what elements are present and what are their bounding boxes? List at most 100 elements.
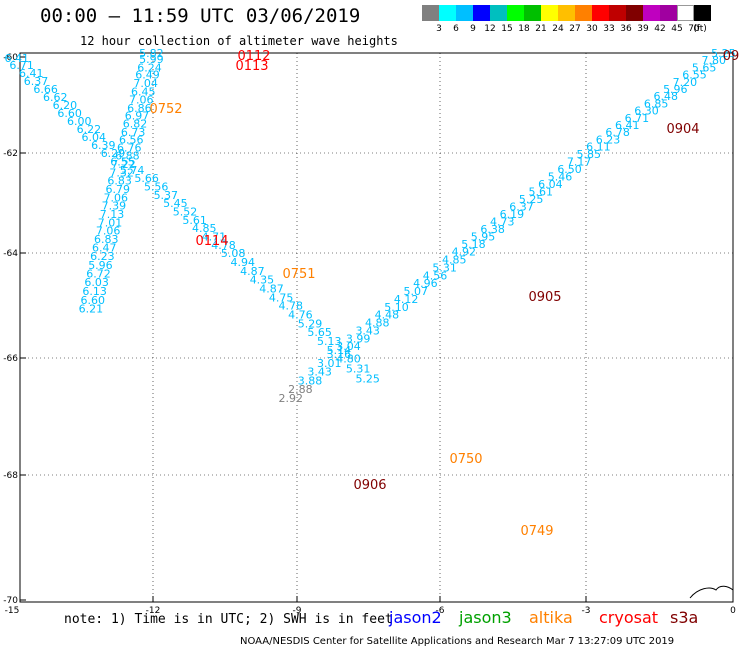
pass-time-label: 0112 <box>237 49 270 64</box>
wave-height-value: 3.04 <box>336 340 361 353</box>
scale-swatch <box>643 5 660 21</box>
wave-height-value: 6.76 <box>117 142 142 155</box>
satellite-altika: altika <box>529 608 573 627</box>
wave-height-value: 6.00 <box>67 115 92 128</box>
wave-height-value: 4.94 <box>230 256 255 269</box>
wave-height-value: 4.88 <box>365 317 390 330</box>
wave-height-value: 5.99 <box>139 53 164 66</box>
wave-height-value: 6.79 <box>105 183 130 196</box>
wave-height-value: 6.39 <box>91 139 116 152</box>
wave-height-value: 6.04 <box>81 131 106 144</box>
wave-height-value: 4.48 <box>375 309 400 322</box>
scale-swatch <box>524 5 541 21</box>
scale-swatch <box>575 5 592 21</box>
wave-height-value: 6.83 <box>107 175 132 188</box>
scale-label: 30 <box>586 24 598 34</box>
wave-height-value: 6.78 <box>605 126 630 139</box>
wave-height-value: 5.85 <box>577 148 602 161</box>
wave-height-value: 5.25 <box>355 373 380 386</box>
scale-label: 39 <box>637 24 649 34</box>
wave-height-value: 4.80 <box>336 353 361 366</box>
wave-height-value: 6.85 <box>644 97 669 110</box>
wave-height-value: 6.83 <box>94 233 119 246</box>
wave-height-value: 6.88 <box>115 150 140 163</box>
wave-height-value: 7.17 <box>567 156 592 169</box>
pass-time-label: 0752 <box>149 102 182 117</box>
pass-time-label: 0751 <box>282 267 315 282</box>
map-frame <box>19 52 734 603</box>
wave-height-value: 6.38 <box>480 223 505 236</box>
pass-time-label: 0113 <box>235 59 268 74</box>
wave-height-value: 4.56 <box>423 269 448 282</box>
wave-height-value: 7.20 <box>673 76 698 89</box>
wave-height-value: 7.80 <box>702 54 727 67</box>
wave-height-value: 6.86 <box>127 102 152 115</box>
wave-height-value: 5.95 <box>471 231 496 244</box>
wave-height-value: 6.49 <box>135 69 160 82</box>
wave-height-value: 6.71 <box>9 59 34 72</box>
scale-swatch <box>592 5 609 21</box>
scale-label: 24 <box>552 24 564 34</box>
wave-height-value: 6.62 <box>43 91 68 104</box>
wave-height-value: 7.32 <box>109 167 134 180</box>
scale-swatch <box>660 5 677 21</box>
lat-tick-label: -60 <box>3 53 18 63</box>
wave-height-value: 6.22 <box>77 123 102 136</box>
wave-height-value: 3.88 <box>298 374 323 387</box>
scale-label: 45 <box>671 24 683 34</box>
wave-height-value: 7.06 <box>96 225 121 238</box>
footer-note: note: 1) Time is in UTC; 2) SWH is in fe… <box>64 612 393 627</box>
wave-height-value: 3.01 <box>317 357 342 370</box>
wave-height-value: 7.22 <box>111 158 136 171</box>
wave-height-value: 4.87 <box>240 265 265 278</box>
wave-height-value: 4.12 <box>394 293 419 306</box>
lon-tick-label: -9 <box>293 606 302 616</box>
coastline <box>689 585 734 599</box>
wave-height-value: 3.99 <box>346 332 371 345</box>
wave-height-value: 5.66 <box>134 172 159 185</box>
scale-swatch <box>422 5 439 21</box>
wave-height-value: 6.66 <box>33 83 58 96</box>
wave-height-value: 5.65 <box>692 61 717 74</box>
wave-height-value: 5.82 <box>139 47 164 60</box>
wave-height-value: 6.56 <box>119 133 144 146</box>
wave-height-value: 7.06 <box>104 192 129 205</box>
wave-height-value: 6.21 <box>79 302 104 315</box>
wave-height-value: 6.55 <box>110 156 135 169</box>
wave-height-value: 4.35 <box>250 273 275 286</box>
scale-label: 21 <box>535 24 547 34</box>
wave-height-value: 5.96 <box>663 83 688 96</box>
satellite-jason2: jason2 <box>389 608 442 627</box>
lat-tick-label: -64 <box>3 249 18 259</box>
pass-time-label: 0749 <box>520 524 553 539</box>
wave-height-value: 6.41 <box>5 52 30 65</box>
lat-tick-label: -68 <box>3 471 18 481</box>
wave-height-value: 4.85 <box>442 254 467 267</box>
wave-height-value: 6.60 <box>57 107 82 120</box>
satellite-jason3: jason3 <box>459 608 512 627</box>
wave-height-value: 3.43 <box>355 324 380 337</box>
wave-height-value: 6.11 <box>586 141 611 154</box>
wave-height-value: 6.82 <box>123 118 148 131</box>
wave-height-value: 5.14 <box>327 344 352 357</box>
wave-height-value: 5.45 <box>163 197 188 210</box>
scale-label: 70 <box>688 24 700 34</box>
wave-height-value: 6.24 <box>137 61 162 74</box>
wave-height-value: 6.19 <box>500 208 525 221</box>
wave-height-value: 6.97 <box>125 109 150 122</box>
satellite-s3a: s3a <box>670 608 699 627</box>
wave-height-value: 4.85 <box>192 222 217 235</box>
wave-height-value: 5.25 <box>519 193 544 206</box>
wave-height-value: 4.96 <box>413 277 438 290</box>
wave-height-value: 6.73 <box>121 126 146 139</box>
lat-tick-label: -62 <box>3 149 18 159</box>
lon-tick-label: -6 <box>436 606 445 616</box>
wave-height-value: 6.72 <box>86 268 111 281</box>
scale-swatch <box>473 5 490 21</box>
wave-height-value: 3.43 <box>307 366 332 379</box>
scale-swatch <box>694 5 711 21</box>
satellite-cryosat: cryosat <box>599 608 659 627</box>
wave-height-value: 7.39 <box>102 200 127 213</box>
wave-height-value: 6.13 <box>82 285 107 298</box>
